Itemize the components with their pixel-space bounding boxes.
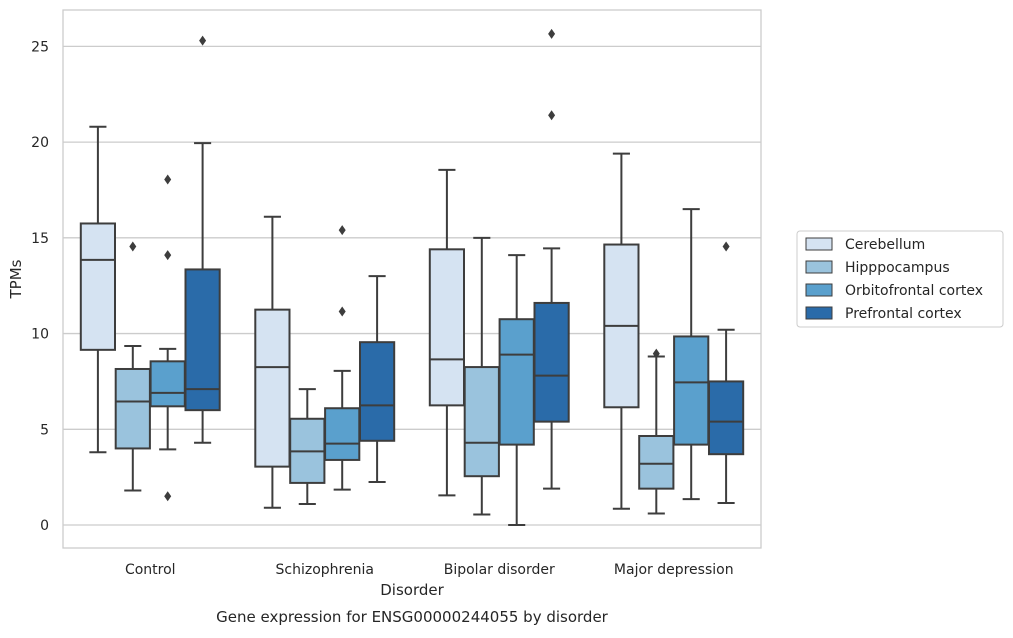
box-3-1 xyxy=(358,275,396,483)
y-tick-label: 0 xyxy=(40,518,49,534)
outlier-point xyxy=(652,348,660,359)
legend-label: Prefrontal cortex xyxy=(845,306,962,322)
outlier-point xyxy=(164,174,172,185)
outlier-point xyxy=(722,241,730,252)
box-iqr xyxy=(184,268,221,412)
box-iqr xyxy=(463,366,500,478)
x-tick-label: Bipolar disorder xyxy=(444,562,555,578)
box-iqr xyxy=(428,248,466,407)
legend-frame xyxy=(796,230,1004,328)
y-tick-label: 10 xyxy=(31,327,49,343)
legend: Cerebellum Hipppocampus Orbitofrontal cort… xyxy=(796,230,1004,328)
y-tick-label: 5 xyxy=(40,422,49,438)
box-1-3 xyxy=(638,348,675,515)
legend-label: Hipppocampus xyxy=(845,260,950,276)
box-iqr xyxy=(254,308,291,468)
box-1-2 xyxy=(463,236,500,516)
box-0-3 xyxy=(603,152,640,510)
box-iqr xyxy=(533,301,570,423)
x-axis-label: Disorder xyxy=(380,581,444,599)
boxes xyxy=(79,28,745,527)
box-iqr xyxy=(638,434,675,490)
outlier-point xyxy=(164,491,172,502)
legend-swatch xyxy=(805,260,833,274)
outlier-point xyxy=(199,35,207,46)
box-iqr xyxy=(324,407,361,461)
box-0-1 xyxy=(254,215,291,509)
x-tick-label: Control xyxy=(125,562,176,578)
chart-caption: Gene expression for ENSG00000244055 by d… xyxy=(216,608,609,626)
box-3-0 xyxy=(184,35,221,444)
y-tick-label: 25 xyxy=(31,39,49,55)
y-tick-labels: 0 5 10 15 20 25 xyxy=(31,39,49,534)
box-2-3 xyxy=(673,208,710,501)
x-tick-label: Major depression xyxy=(614,562,734,578)
plot-frame xyxy=(62,9,762,549)
outlier-point xyxy=(338,306,346,317)
legend-label: Orbitofrontal cortex xyxy=(845,283,983,299)
y-tick-label: 15 xyxy=(31,231,49,247)
box-3-2 xyxy=(533,28,570,490)
y-axis-label: TPMs xyxy=(7,259,25,299)
legend-label: Cerebellum xyxy=(845,237,925,253)
legend-items: Cerebellum Hipppocampus Orbitofrontal cort… xyxy=(805,237,983,322)
box-3-3 xyxy=(707,241,745,505)
box-iqr xyxy=(673,335,710,446)
grid-lines xyxy=(63,45,761,526)
x-tick-labels: Control Schizophrenia Bipolar disorder Majo… xyxy=(125,562,734,578)
outlier-point xyxy=(548,110,556,121)
box-1-0 xyxy=(114,241,151,492)
outlier-point xyxy=(164,250,172,261)
box-iqr xyxy=(114,367,151,450)
legend-swatch xyxy=(805,283,833,297)
box-0-2 xyxy=(428,168,466,497)
box-2-0 xyxy=(149,174,186,502)
outlier-point xyxy=(548,28,556,39)
outlier-point xyxy=(129,241,137,252)
box-iqr xyxy=(498,318,535,446)
box-iqr xyxy=(358,341,396,442)
box-iqr xyxy=(149,360,186,408)
box-iqr xyxy=(707,380,745,456)
box-iqr xyxy=(79,222,117,351)
x-tick-label: Schizophrenia xyxy=(276,562,374,578)
outlier-point xyxy=(338,225,346,236)
y-tick-label: 20 xyxy=(31,135,49,151)
legend-swatch xyxy=(805,237,833,251)
box-0-0 xyxy=(79,125,117,454)
box-2-2 xyxy=(498,254,535,527)
legend-swatch xyxy=(805,306,833,320)
